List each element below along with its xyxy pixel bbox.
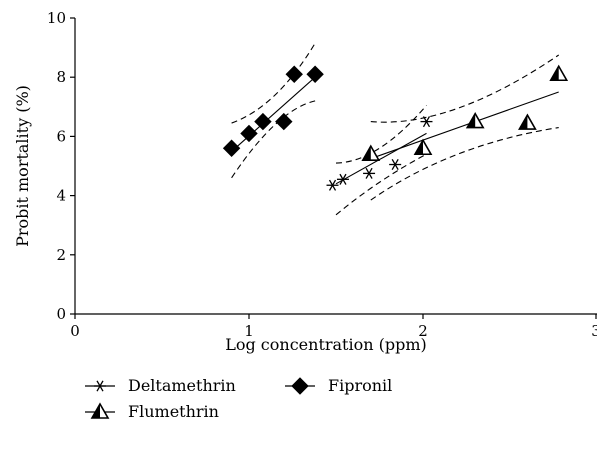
asterisk-stroke xyxy=(96,380,104,392)
fipronil-point xyxy=(285,65,303,83)
deltamethrin-point xyxy=(420,116,433,128)
flumethrin-point xyxy=(361,144,381,161)
fipronil-ci-lower xyxy=(231,100,316,179)
deltamethrin-ci-lower xyxy=(335,153,427,216)
asterisk-stroke xyxy=(391,158,399,171)
deltamethrin-point xyxy=(326,179,339,191)
fipronil-legend-marker xyxy=(291,377,309,395)
x-tick-label: 2 xyxy=(418,322,428,340)
x-axis-label: Log concentration (ppm) xyxy=(225,335,427,354)
flumethrin-point xyxy=(413,138,433,156)
triangle-fill xyxy=(519,115,528,130)
flumethrin-fit-line xyxy=(370,91,559,160)
fipronil-point xyxy=(222,139,241,157)
fipronil-point xyxy=(240,124,258,143)
deltamethrin-fit-line xyxy=(335,132,427,185)
fipronil-ci-upper xyxy=(231,42,316,124)
deltamethrin-point xyxy=(389,158,402,171)
asterisk-stroke xyxy=(328,179,337,191)
y-tick-label: 8 xyxy=(56,68,66,86)
y-tick-label: 6 xyxy=(56,127,66,145)
y-tick-label: 4 xyxy=(56,187,66,205)
deltamethrin-point xyxy=(336,173,349,185)
deltamethrin-point xyxy=(363,167,376,179)
fipronil-point xyxy=(254,112,272,131)
asterisk-stroke xyxy=(422,116,431,128)
y-tick-label: 0 xyxy=(56,305,66,323)
triangle-fill xyxy=(92,404,100,418)
deltamethrin-legend-marker xyxy=(94,380,106,392)
data-points xyxy=(222,64,569,191)
fipronil-point xyxy=(275,112,293,131)
x-tick-label: 1 xyxy=(244,322,254,340)
y-tick-label: 2 xyxy=(56,246,66,264)
x-tick-label: 0 xyxy=(70,322,80,340)
triangle-fill xyxy=(362,146,371,161)
flumethrin-ci-upper xyxy=(370,54,560,123)
x-tick-label: 3 xyxy=(591,322,597,340)
flumethrin-point xyxy=(549,64,569,82)
flumethrin-ci-lower xyxy=(370,126,559,201)
triangle-fill xyxy=(467,113,476,128)
deltamethrin-ci-upper xyxy=(335,104,427,164)
fipronil-legend-label: Fipronil xyxy=(328,376,392,395)
triangle-fill xyxy=(415,140,423,155)
confidence-bands xyxy=(231,42,560,216)
legend: Deltamethrin Fipronil Flumethrin xyxy=(85,376,392,421)
flumethrin-point xyxy=(465,111,485,129)
asterisk-stroke xyxy=(339,173,347,185)
deltamethrin-legend-label: Deltamethrin xyxy=(128,376,236,395)
axes: 0 2 4 6 8 10 0 1 2 3 xyxy=(47,9,597,340)
flumethrin-legend-marker xyxy=(90,402,110,419)
triangle-fill xyxy=(550,66,559,81)
flumethrin-point xyxy=(518,113,537,130)
asterisk-stroke xyxy=(365,167,373,179)
y-tick-label: 10 xyxy=(47,9,66,27)
y-axis-label: Probit mortality (%) xyxy=(13,85,32,247)
flumethrin-legend-label: Flumethrin xyxy=(128,402,219,421)
fipronil-point xyxy=(306,65,324,83)
